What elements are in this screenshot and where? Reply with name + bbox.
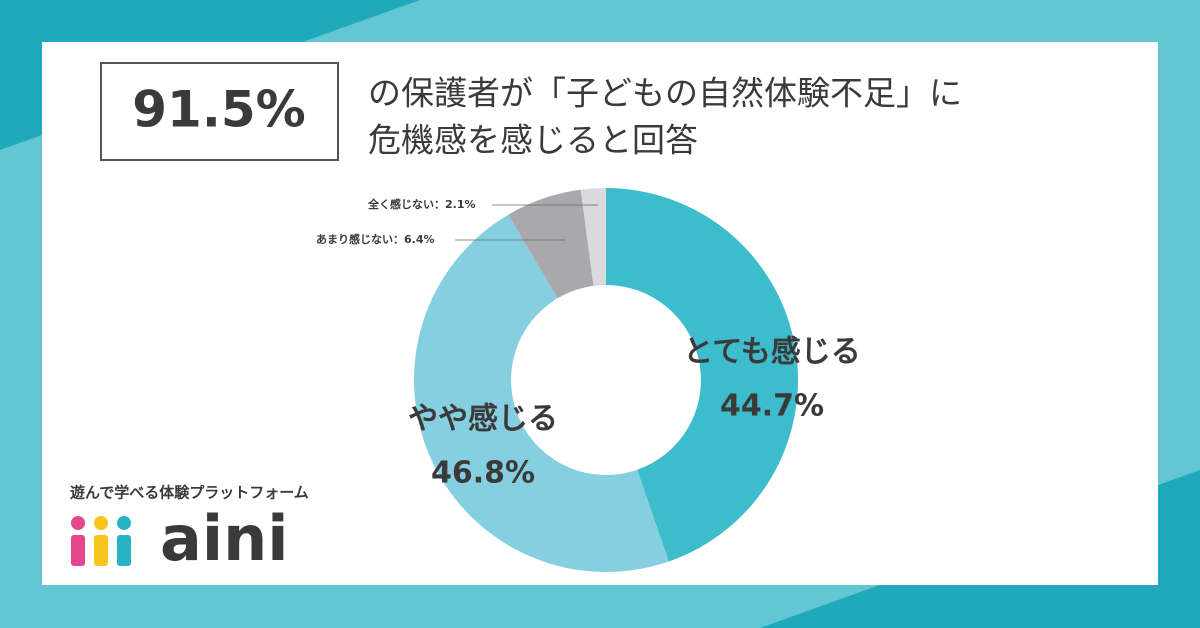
title-line: の保護者が「子どもの自然体験不足」に	[368, 74, 962, 113]
slice	[414, 214, 669, 572]
headline-box	[100, 62, 339, 161]
slice-value-label: 46.8%	[431, 456, 535, 491]
slice-category-label: とても感じる	[683, 335, 861, 370]
slice-value-label: 44.7%	[720, 389, 824, 424]
slice-label: 全く感じない：2.1%	[367, 197, 476, 211]
slice-value-label: ：2.1%	[434, 198, 476, 211]
slice-label: あまり感じない：6.4%	[316, 232, 435, 246]
donut-chart: とても感じる44.7%やや感じる46.8%あまり感じない：6.4%全く感じない：…	[316, 188, 861, 572]
slice	[580, 188, 606, 286]
title-line: 危機感を感じると回答	[368, 121, 698, 160]
brand-name: aini	[160, 502, 288, 575]
slice-category-label: 全く感じない	[367, 197, 434, 211]
slice-value-label: ：6.4%	[393, 233, 435, 246]
slice-category-label: あまり感じない	[316, 232, 393, 246]
headline: 91.5%	[132, 81, 305, 139]
slice	[606, 188, 798, 562]
brand-tagline: 遊んで学べる体験プラットフォーム	[70, 484, 309, 502]
slice	[508, 189, 594, 299]
slice-category-label: やや感じる	[408, 402, 558, 437]
brand-logo-icon	[71, 516, 131, 566]
